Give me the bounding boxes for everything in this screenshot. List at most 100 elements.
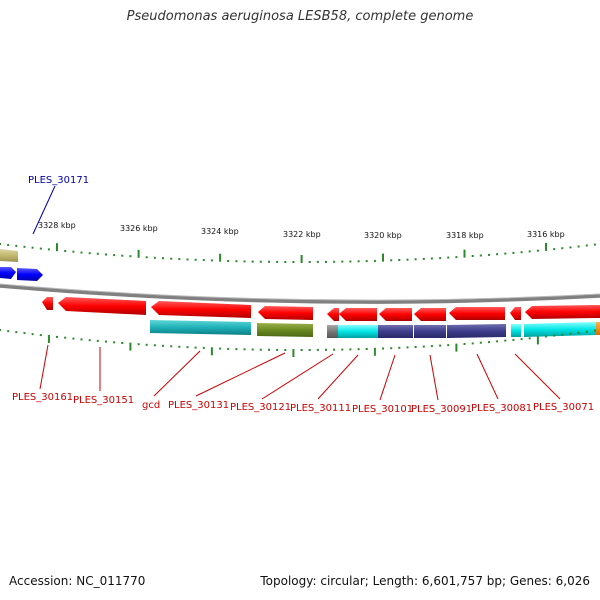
minor-tick	[39, 334, 42, 337]
minor-tick	[186, 346, 189, 349]
minor-tick	[512, 251, 515, 254]
minor-tick	[7, 244, 10, 246]
feature-blocks	[150, 320, 600, 338]
minor-tick	[243, 348, 246, 351]
map-title: Pseudomonas aeruginosa LESB58, complete …	[126, 9, 474, 24]
reverse-gene	[58, 297, 146, 315]
major-tick	[300, 255, 303, 263]
reverse-gene	[327, 308, 339, 321]
reverse-gene	[339, 308, 377, 321]
minor-tick	[447, 344, 450, 347]
minor-tick	[488, 341, 490, 344]
minor-tick	[121, 254, 124, 257]
minor-tick	[31, 333, 34, 336]
minor-tick	[31, 246, 34, 249]
minor-tick	[430, 257, 433, 260]
minor-tick	[284, 261, 287, 263]
minor-tick	[585, 244, 588, 247]
minor-tick	[365, 348, 368, 350]
reverse-strand-genes	[42, 297, 600, 321]
scale-tick-label: 3316 kbp	[527, 230, 565, 239]
label-leader	[476, 353, 499, 400]
minor-tick	[316, 348, 319, 351]
minor-tick	[316, 260, 319, 263]
major-tick	[463, 249, 466, 258]
minor-tick	[162, 344, 164, 347]
minor-tick	[414, 258, 417, 261]
label-leader	[514, 353, 561, 400]
minor-tick	[569, 246, 572, 249]
genome-backbone	[0, 284, 600, 304]
reverse-gene	[525, 305, 596, 319]
forward-gene	[17, 268, 43, 281]
scale-tick-label: 3320 kbp	[364, 231, 402, 240]
minor-tick	[64, 336, 67, 339]
label-leader	[261, 353, 334, 400]
minor-tick	[0, 329, 1, 331]
major-tick	[129, 342, 132, 351]
minor-tick	[227, 347, 230, 350]
minor-tick	[341, 260, 344, 263]
minor-tick	[153, 344, 156, 347]
minor-tick	[545, 335, 547, 338]
minor-tick	[137, 343, 140, 346]
gene-label: PLES_30081	[471, 403, 532, 414]
minor-tick	[447, 256, 450, 259]
minor-tick	[15, 331, 18, 334]
minor-tick	[235, 260, 238, 263]
minor-tick	[308, 261, 311, 263]
minor-tick	[276, 260, 279, 263]
minor-tick	[471, 255, 474, 257]
minor-tick	[0, 243, 1, 245]
major-tick	[292, 349, 295, 357]
minor-tick	[422, 345, 425, 348]
major-tick	[455, 343, 458, 352]
gene-label: PLES_30071	[533, 402, 594, 413]
reverse-gene	[414, 308, 446, 321]
minor-tick	[284, 349, 287, 351]
minor-tick	[39, 247, 42, 250]
minor-tick	[251, 348, 254, 351]
major-tick	[373, 347, 376, 356]
minor-tick	[365, 260, 368, 263]
minor-tick	[23, 332, 26, 335]
minor-tick	[349, 348, 352, 351]
minor-tick	[520, 251, 523, 254]
minor-tick	[80, 338, 83, 341]
feature-block-navy	[414, 325, 446, 338]
minor-tick	[577, 245, 580, 248]
scale-labels: 3328 kbp 3326 kbp 3324 kbp 3322 kbp 3320…	[38, 221, 565, 240]
minor-tick	[536, 249, 539, 252]
minor-tick	[202, 346, 205, 349]
feature-block-cyan	[524, 322, 596, 337]
minor-tick	[325, 260, 327, 263]
minor-tick	[422, 257, 425, 260]
major-tick	[137, 249, 140, 258]
minor-tick	[430, 345, 433, 348]
minor-tick	[194, 258, 197, 261]
minor-tick	[325, 348, 327, 351]
minor-tick	[382, 347, 384, 350]
major-tick	[545, 242, 547, 251]
gene-label: PLES_30131	[168, 400, 229, 411]
minor-tick	[439, 344, 442, 347]
forward-strand-genes	[0, 267, 43, 281]
minor-tick	[406, 346, 409, 349]
minor-tick	[520, 338, 523, 341]
minor-tick	[488, 253, 490, 256]
feature-block-navy	[447, 324, 506, 338]
minor-tick	[528, 337, 531, 340]
major-tick	[47, 335, 50, 343]
minor-tick	[145, 343, 148, 346]
minor-tick	[398, 259, 401, 261]
major-tick	[210, 347, 213, 356]
minor-tick	[455, 256, 458, 259]
minor-tick	[194, 346, 197, 349]
minor-tick	[113, 341, 116, 344]
gene-label-forward: PLES_30171	[28, 175, 89, 186]
reverse-gene	[379, 308, 412, 321]
minor-tick	[496, 253, 499, 256]
minor-tick	[145, 256, 148, 259]
minor-tick	[47, 248, 50, 251]
minor-tick	[390, 347, 393, 350]
